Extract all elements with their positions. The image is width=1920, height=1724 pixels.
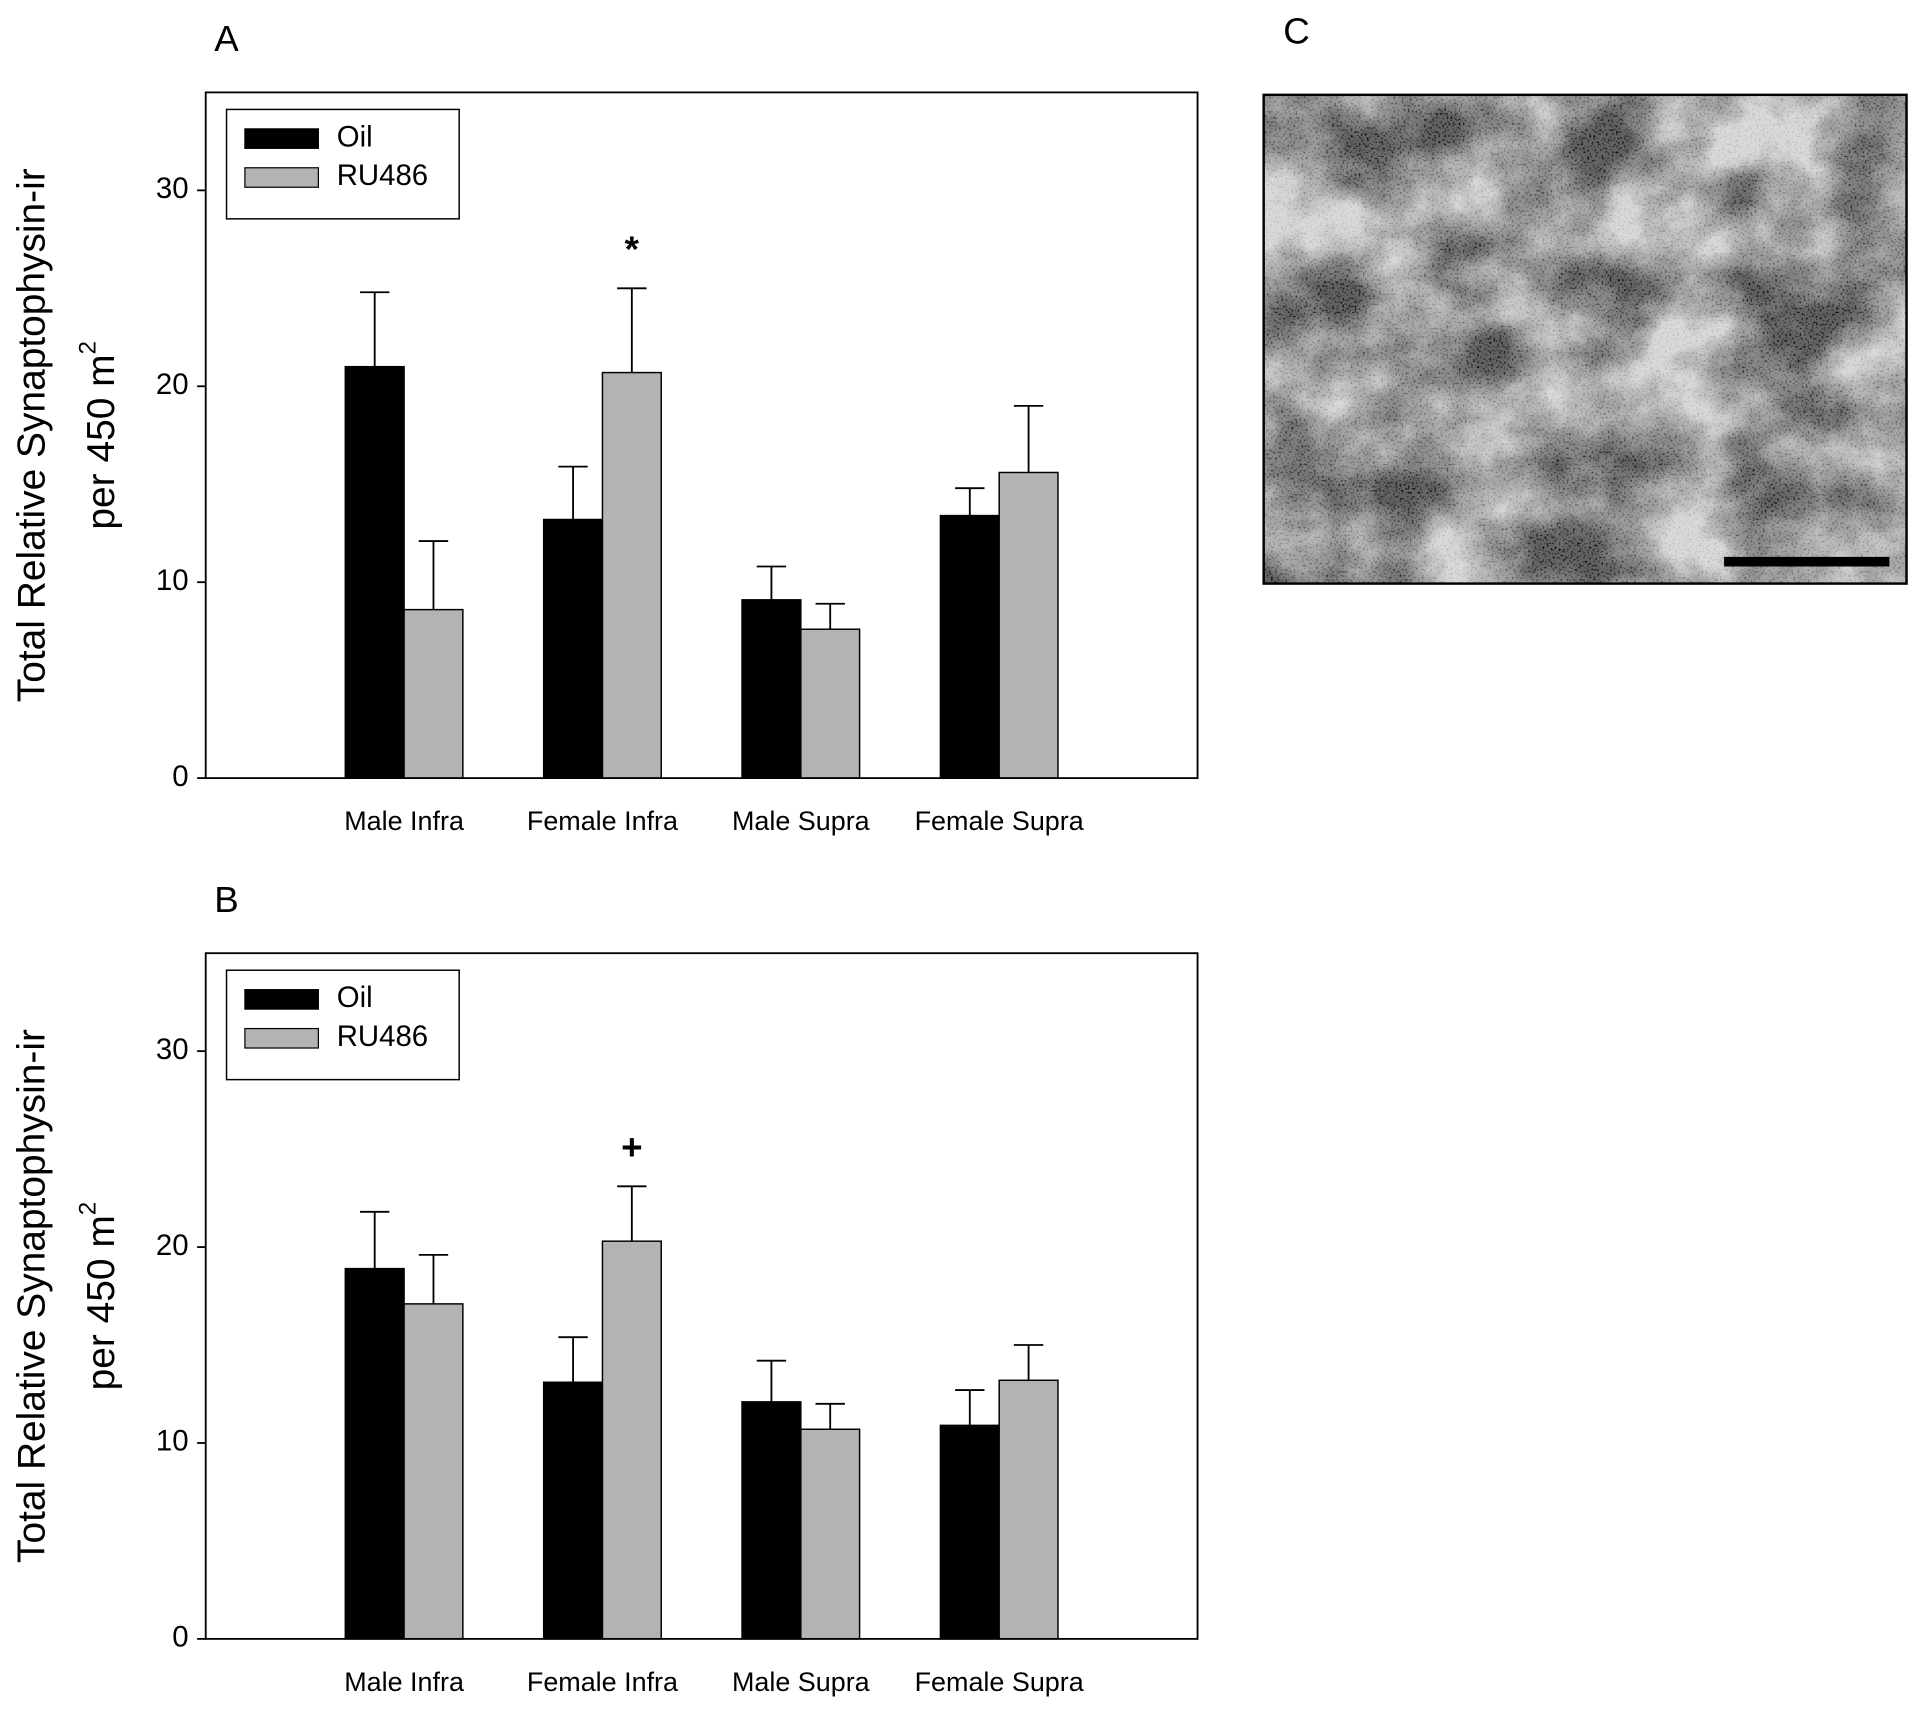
legend-swatch: [244, 989, 319, 1010]
y-tick-label: 10: [156, 1425, 189, 1458]
plot-frame: [204, 952, 1199, 1640]
bar: [998, 471, 1059, 779]
bar: [403, 1303, 464, 1640]
bar: [800, 628, 861, 779]
y-tick-label: 30: [156, 1033, 189, 1066]
bar: [542, 518, 604, 779]
y-tick-label: 0: [172, 1621, 188, 1654]
bar: [939, 514, 1000, 779]
legend-label: RU486: [337, 1020, 428, 1053]
bar: [601, 1240, 662, 1640]
panel-label: C: [1283, 11, 1310, 52]
legend-label: Oil: [337, 981, 373, 1014]
y-tick-label: 30: [156, 172, 189, 205]
bar: [939, 1424, 1000, 1640]
panel-label: B: [214, 879, 239, 920]
x-tick-label: Male Supra: [732, 1667, 870, 1697]
y-axis-label-superscript: 2: [75, 1202, 102, 1216]
y-axis-label: per 450 m2: [75, 341, 124, 530]
y-tick-label: 20: [156, 1229, 189, 1262]
y-axis-label-line: per 450 m: [80, 1215, 123, 1390]
legend-swatch: [244, 128, 319, 149]
y-tick-label: 10: [156, 564, 189, 597]
micrograph-border: [1262, 93, 1908, 585]
legend-label: Oil: [337, 120, 373, 153]
y-axis-label: per 450 m2: [75, 1202, 124, 1391]
annotation: +: [621, 1127, 642, 1168]
legend-box: [225, 108, 460, 220]
x-tick-label: Female Infra: [527, 806, 678, 836]
bar: [344, 365, 405, 779]
bar: [403, 608, 464, 779]
x-tick-label: Female Infra: [527, 1667, 678, 1697]
legend-label: RU486: [337, 159, 428, 192]
y-axis-label: Total Relative Synaptophysin-ir: [11, 168, 54, 702]
y-axis-label-line: per 450 m: [80, 354, 123, 529]
y-axis-label: Total Relative Synaptophysin-ir: [11, 1029, 54, 1563]
x-tick-label: Female Supra: [915, 1667, 1084, 1697]
y-tick-label: 0: [172, 760, 188, 793]
bar: [741, 1401, 802, 1640]
bar: [741, 599, 802, 779]
x-tick-label: Female Supra: [915, 806, 1084, 836]
x-tick-label: Male Supra: [732, 806, 870, 836]
bar: [542, 1381, 604, 1640]
y-tick-label: 20: [156, 368, 189, 401]
panel-label: A: [214, 18, 239, 59]
bar: [800, 1428, 861, 1640]
plot-frame: [204, 91, 1199, 780]
micrograph: [1263, 94, 1907, 584]
legend-box: [225, 969, 460, 1081]
bar: [601, 371, 662, 779]
x-tick-label: Male Infra: [344, 1667, 464, 1697]
annotation: *: [625, 229, 640, 270]
legend-swatch: [244, 167, 319, 188]
bar: [998, 1379, 1059, 1640]
x-tick-label: Male Infra: [344, 806, 464, 836]
legend-swatch: [244, 1027, 319, 1049]
y-axis-label-superscript: 2: [75, 341, 102, 355]
bar: [344, 1267, 405, 1640]
